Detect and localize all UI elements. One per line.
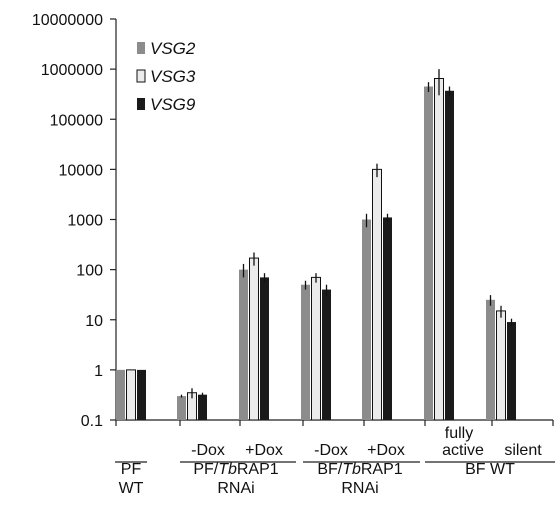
bar-pf-wt-vsg2	[116, 369, 125, 420]
legend-label-vsg2: VSG2	[150, 39, 196, 58]
bar-bf-wt-silent-vsg9	[507, 322, 516, 420]
y-tick-label: 10000	[59, 162, 104, 179]
bar-bf-wt-silent-vsg2	[486, 299, 495, 420]
label-bf-rnai: BF/TbRAP1	[317, 461, 402, 478]
y-tick-label: 100000	[50, 112, 103, 129]
y-tick-label: 0.1	[81, 413, 103, 430]
y-tick-label: 10000000	[32, 12, 103, 29]
bar-bf-wt-active-vsg9	[445, 90, 454, 420]
label-pf: PF	[121, 461, 142, 478]
y-tick-label: 100	[76, 263, 103, 280]
legend: VSG2 VSG3 VSG9	[136, 39, 196, 114]
bar-bf-wt-silent-vsg3	[496, 310, 506, 421]
bar-pf-rnai-minus-vsg2	[177, 396, 186, 420]
bar-pf-wt-vsg3	[126, 369, 136, 421]
y-tick-label: 1000	[67, 213, 103, 230]
label-pf-minus-dox: -Dox	[191, 442, 225, 459]
label-fully: fully	[445, 425, 473, 442]
legend-swatch-vsg2	[137, 42, 145, 54]
bar-bf-rnai-plus-vsg9	[383, 217, 392, 420]
bar-bf-rnai-plus-vsg3	[372, 168, 382, 421]
bar-pf-rnai-plus-vsg9	[260, 277, 269, 420]
bar-bf-rnai-minus-vsg2	[301, 284, 310, 420]
y-axis-ticks: 10000000 1000000 100000 10000 1000 100 10 1 0.1	[32, 12, 116, 430]
label-wt: WT	[119, 480, 144, 497]
y-tick-label: 10	[85, 313, 103, 330]
label-pf-rnai-line2: RNAi	[217, 480, 254, 497]
bar-bf-rnai-plus-vsg2	[362, 219, 371, 420]
bar-bf-wt-active-vsg2	[424, 86, 433, 420]
legend-label-vsg9: VSG9	[150, 95, 196, 114]
bar-pf-rnai-plus-vsg3	[249, 257, 259, 421]
x-axis-ticks	[115, 420, 554, 426]
legend-swatch-vsg9	[137, 98, 145, 110]
label-pf-rnai: PF/TbRAP1	[193, 461, 278, 478]
label-active: active	[442, 442, 484, 459]
bar-bf-rnai-minus-vsg3	[311, 276, 321, 421]
legend-swatch-vsg3	[136, 69, 146, 83]
label-silent: silent	[504, 442, 542, 459]
bars	[116, 78, 516, 421]
bar-bf-wt-active-vsg3	[434, 78, 444, 421]
bar-pf-wt-vsg9	[137, 369, 146, 420]
bar-bf-rnai-minus-vsg9	[322, 289, 331, 420]
label-bf-minus-dox: -Dox	[314, 442, 348, 459]
bar-pf-rnai-plus-vsg2	[239, 269, 248, 420]
label-bf-rnai-line2: RNAi	[341, 480, 378, 497]
label-bf-wt: BF WT	[465, 461, 515, 478]
y-tick-label: 1	[94, 363, 103, 380]
label-bf-plus-dox: +Dox	[367, 442, 405, 459]
y-tick-label: 1000000	[41, 62, 103, 79]
legend-label-vsg3: VSG3	[150, 67, 196, 86]
label-pf-plus-dox: +Dox	[245, 442, 283, 459]
error-bars	[180, 69, 513, 399]
category-labels: PF WT -Dox +Dox PF/TbRAP1 RNAi -Dox +Dox…	[115, 425, 555, 497]
bar-pf-rnai-minus-vsg9	[198, 394, 207, 420]
